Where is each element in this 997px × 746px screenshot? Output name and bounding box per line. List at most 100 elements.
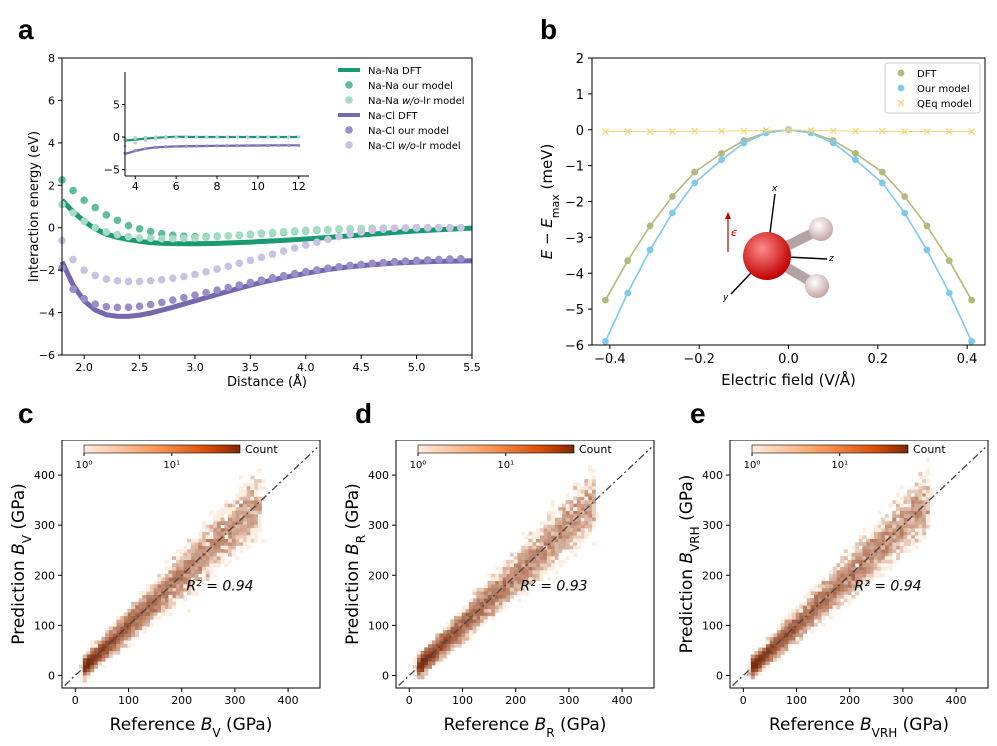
histogram-cell bbox=[784, 622, 789, 627]
histogram-cell bbox=[547, 510, 552, 515]
x-axis-label: Distance (Å) bbox=[227, 374, 307, 390]
histogram-cell bbox=[472, 605, 477, 610]
histogram-cell bbox=[836, 566, 841, 571]
histogram-cell bbox=[888, 552, 893, 557]
histogram-cell bbox=[554, 517, 559, 522]
histogram-cell bbox=[922, 493, 927, 497]
histogram-cell bbox=[472, 626, 477, 631]
histogram-cell bbox=[922, 500, 927, 504]
histogram-cell bbox=[858, 580, 863, 585]
histogram-cell bbox=[799, 633, 804, 638]
histogram-cell bbox=[142, 619, 147, 624]
histogram-cell bbox=[558, 528, 563, 532]
histogram-cell bbox=[231, 531, 236, 536]
histogram-cell bbox=[895, 538, 900, 543]
histogram-cell bbox=[227, 510, 232, 515]
histogram-cell bbox=[257, 482, 262, 487]
histogram-cell bbox=[561, 538, 566, 543]
histogram-cell bbox=[561, 559, 566, 564]
histogram-cell bbox=[929, 493, 934, 497]
histogram-cell bbox=[532, 573, 537, 578]
histogram-cell bbox=[747, 668, 752, 673]
histogram-cell bbox=[576, 503, 581, 508]
histogram-cell bbox=[569, 531, 574, 536]
histogram-cell bbox=[172, 605, 177, 610]
data-point bbox=[290, 227, 299, 235]
histogram-cell bbox=[847, 601, 852, 606]
histogram-cell bbox=[558, 559, 563, 564]
inset-data-point bbox=[225, 144, 229, 148]
histogram-cell bbox=[862, 552, 867, 557]
histogram-cell bbox=[784, 650, 789, 655]
data-point bbox=[668, 209, 676, 217]
plot-frame bbox=[729, 440, 989, 689]
histogram-cell bbox=[802, 615, 807, 620]
histogram-cell bbox=[825, 594, 830, 599]
histogram-cell bbox=[907, 493, 912, 497]
histogram-cell bbox=[769, 657, 774, 662]
histogram-cell bbox=[914, 496, 919, 501]
data-point bbox=[224, 262, 233, 271]
panel-letter-d: d bbox=[355, 398, 373, 429]
histogram-cell bbox=[457, 612, 462, 617]
histogram-cell bbox=[116, 633, 121, 638]
histogram-cell bbox=[231, 514, 236, 518]
histogram-cell bbox=[468, 605, 473, 610]
histogram-cell bbox=[899, 510, 904, 515]
histogram-cell bbox=[450, 643, 455, 648]
data-point bbox=[202, 268, 210, 276]
histogram-cell bbox=[840, 591, 845, 596]
histogram-cell bbox=[82, 657, 87, 662]
inset-data-point bbox=[266, 143, 270, 148]
histogram-cell bbox=[427, 643, 432, 648]
histogram-cell bbox=[105, 650, 110, 655]
histogram-cell bbox=[101, 643, 106, 648]
histogram-cell bbox=[472, 608, 477, 613]
histogram-cell bbox=[450, 633, 455, 638]
histogram-cell bbox=[836, 598, 841, 603]
histogram-cell bbox=[457, 640, 462, 645]
histogram-cell bbox=[791, 629, 796, 634]
histogram-cell bbox=[802, 612, 807, 617]
histogram-cell bbox=[239, 524, 244, 529]
histogram-cell bbox=[457, 626, 462, 631]
histogram-cell bbox=[539, 573, 544, 578]
histogram-cell bbox=[93, 661, 98, 666]
histogram-cell bbox=[899, 528, 904, 532]
histogram-cell bbox=[910, 500, 915, 504]
histogram-cell bbox=[427, 664, 432, 669]
histogram-cell bbox=[439, 633, 444, 638]
histogram-cell bbox=[855, 591, 860, 596]
histogram-cell bbox=[461, 636, 466, 641]
histogram-cell bbox=[246, 489, 251, 494]
histogram-cell bbox=[138, 626, 143, 631]
histogram-cell bbox=[476, 619, 481, 624]
histogram-cell bbox=[903, 507, 908, 511]
histogram-cell bbox=[476, 598, 481, 603]
histogram-cell bbox=[231, 542, 236, 547]
histogram-cell bbox=[573, 514, 578, 518]
histogram-cell bbox=[242, 528, 247, 532]
histogram-cell bbox=[862, 566, 867, 571]
histogram-cell bbox=[242, 496, 247, 501]
histogram-cell bbox=[506, 573, 511, 578]
x-tick-label: 4.0 bbox=[297, 361, 315, 374]
histogram-cell bbox=[532, 535, 537, 539]
data-point bbox=[146, 300, 155, 309]
histogram-cell bbox=[907, 538, 912, 543]
histogram-cell bbox=[224, 503, 229, 508]
histogram-cell bbox=[907, 496, 912, 501]
histogram-cell bbox=[565, 514, 570, 518]
histogram-cell bbox=[899, 486, 904, 490]
histogram-cell bbox=[416, 675, 421, 680]
histogram-cell bbox=[517, 556, 522, 561]
histogram-cell bbox=[242, 521, 247, 525]
histogram-cell bbox=[213, 538, 218, 543]
histogram-cell bbox=[138, 605, 143, 610]
histogram-cell bbox=[539, 570, 544, 575]
histogram-cell bbox=[925, 510, 930, 515]
histogram-cell bbox=[521, 577, 526, 582]
histogram-cell bbox=[547, 531, 552, 536]
inset-data-point bbox=[246, 135, 250, 139]
oxygen-atom bbox=[743, 232, 791, 280]
